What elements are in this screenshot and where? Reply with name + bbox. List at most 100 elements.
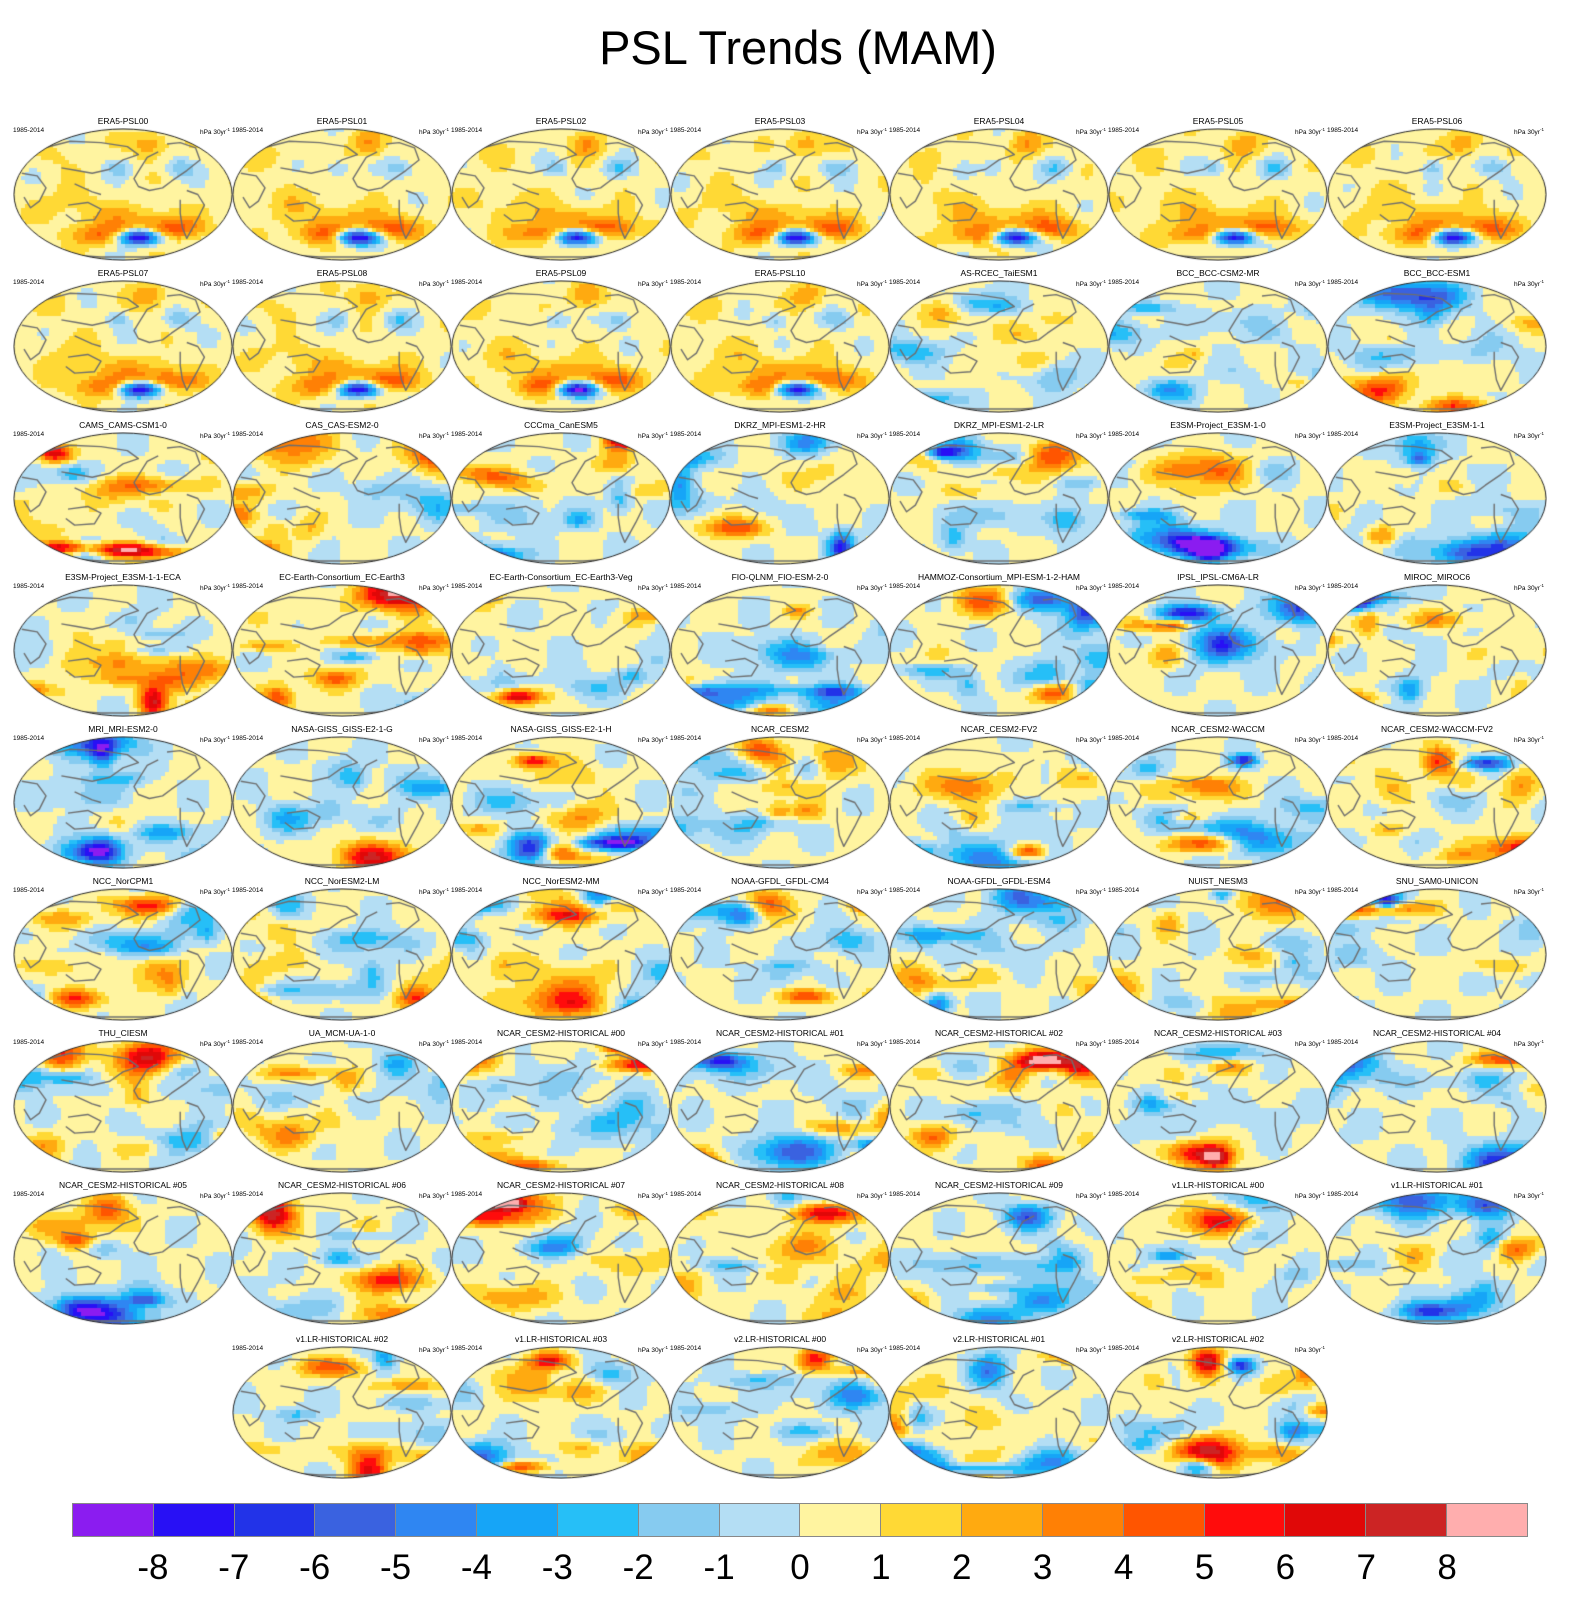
map-panel: v1.LR-HISTORICAL #021985-2014hPa 30yr-1 bbox=[231, 1333, 453, 1481]
map-panel: THU_CIESM1985-2014hPa 30yr-1 bbox=[12, 1027, 234, 1175]
panel-title: v2.LR-HISTORICAL #01 bbox=[952, 1334, 1046, 1344]
map-panel: NUIST_NESM31985-2014hPa 30yr-1 bbox=[1107, 875, 1329, 1023]
panel-title: NCAR_CESM2-HISTORICAL #06 bbox=[277, 1180, 406, 1190]
colorbar-tick-label: -5 bbox=[379, 1548, 412, 1587]
psl-trend-map bbox=[889, 128, 1109, 261]
colorbar-labels: -8 -7 -6 -5 -4 -3 -2 -1 0 1 2 3 4 5 6 7 8 bbox=[0, 1546, 1596, 1596]
panel-title: SNU_SAM0-UNICON bbox=[1395, 876, 1479, 886]
psl-trend-map bbox=[232, 432, 452, 565]
map-panel: ERA5-PSL071985-2014hPa 30yr-1 bbox=[12, 267, 234, 415]
map-panel: NCAR_CESM2-WACCM-FV21985-2014hPa 30yr-1 bbox=[1326, 723, 1548, 871]
colorbar-box bbox=[962, 1504, 1043, 1536]
colorbar bbox=[72, 1503, 1528, 1537]
panel-title: ERA5-PSL04 bbox=[973, 116, 1025, 126]
panel-title: NCC_NorESM2-MM bbox=[522, 876, 600, 886]
panel-title: THU_CIESM bbox=[98, 1028, 148, 1038]
map-panel: NCAR_CESM2-FV21985-2014hPa 30yr-1 bbox=[888, 723, 1110, 871]
map-panel: AS-RCEC_TaiESM11985-2014hPa 30yr-1 bbox=[888, 267, 1110, 415]
map-panel: HAMMOZ-Consortium_MPI-ESM-1-2-HAM1985-20… bbox=[888, 571, 1110, 719]
map-panel: ERA5-PSL041985-2014hPa 30yr-1 bbox=[888, 115, 1110, 263]
psl-trend-map bbox=[451, 1192, 671, 1325]
psl-trend-map bbox=[451, 584, 671, 717]
panel-title: ERA5-PSL00 bbox=[97, 116, 149, 126]
panel-title: v2.LR-HISTORICAL #02 bbox=[1171, 1334, 1265, 1344]
map-panel: UA_MCM-UA-1-01985-2014hPa 30yr-1 bbox=[231, 1027, 453, 1175]
psl-trend-map bbox=[451, 736, 671, 869]
colorbar-tick-label: -6 bbox=[299, 1548, 331, 1587]
psl-trend-map bbox=[13, 280, 233, 413]
map-panel: ERA5-PSL021985-2014hPa 30yr-1 bbox=[450, 115, 672, 263]
panel-title: E3SM-Project_E3SM-1-1 bbox=[1389, 420, 1485, 430]
map-panel: DKRZ_MPI-ESM1-2-LR1985-2014hPa 30yr-1 bbox=[888, 419, 1110, 567]
colorbar-box bbox=[719, 1504, 801, 1536]
map-panel: BCC_BCC-CSM2-MR1985-2014hPa 30yr-1 bbox=[1107, 267, 1329, 415]
panel-title: NCAR_CESM2-HISTORICAL #02 bbox=[934, 1028, 1063, 1038]
psl-trend-map bbox=[670, 584, 890, 717]
panel-title: CCCma_CanESM5 bbox=[524, 420, 598, 430]
panel-title: NCAR_CESM2-HISTORICAL #01 bbox=[715, 1028, 844, 1038]
panel-title: NCC_NorCPM1 bbox=[92, 876, 154, 886]
colorbar-tick-label: -7 bbox=[218, 1548, 250, 1587]
psl-trend-map bbox=[670, 128, 890, 261]
map-panel: NCAR_CESM2-HISTORICAL #091985-2014hPa 30… bbox=[888, 1179, 1110, 1327]
psl-trend-map bbox=[889, 280, 1109, 413]
panel-title: NUIST_NESM3 bbox=[1188, 876, 1248, 886]
psl-trend-map bbox=[13, 1040, 233, 1173]
panel-title: NCAR_CESM2-HISTORICAL #09 bbox=[934, 1180, 1063, 1190]
psl-trend-map bbox=[232, 1346, 452, 1479]
psl-trend-map bbox=[670, 1346, 890, 1479]
panel-title: v1.LR-HISTORICAL #00 bbox=[1171, 1180, 1265, 1190]
colorbar-box bbox=[153, 1504, 235, 1536]
psl-trend-map bbox=[1108, 432, 1328, 565]
psl-trend-map bbox=[1327, 128, 1547, 261]
colorbar-tick-label: 8 bbox=[1437, 1548, 1457, 1587]
map-panel: NCAR_CESM21985-2014hPa 30yr-1 bbox=[669, 723, 891, 871]
psl-trend-map bbox=[451, 888, 671, 1021]
psl-trend-map bbox=[13, 736, 233, 869]
map-panel: NCAR_CESM2-HISTORICAL #051985-2014hPa 30… bbox=[12, 1179, 234, 1327]
panel-title: ERA5-PSL10 bbox=[754, 268, 806, 278]
map-panel: ERA5-PSL011985-2014hPa 30yr-1 bbox=[231, 115, 453, 263]
psl-trend-map bbox=[1327, 1040, 1547, 1173]
colorbar-box bbox=[234, 1504, 316, 1536]
psl-trend-map bbox=[232, 128, 452, 261]
map-panel: ERA5-PSL061985-2014hPa 30yr-1 bbox=[1326, 115, 1548, 263]
map-panel: E3SM-Project_E3SM-1-1-ECA1985-2014hPa 30… bbox=[12, 571, 234, 719]
psl-trend-map bbox=[1108, 736, 1328, 869]
panel-title: BCC_BCC-ESM1 bbox=[1403, 268, 1471, 278]
psl-trend-map bbox=[889, 432, 1109, 565]
psl-trend-map bbox=[1327, 432, 1547, 565]
psl-trend-map bbox=[232, 1040, 452, 1173]
panel-title: NASA-GISS_GISS-E2-1-H bbox=[510, 724, 612, 734]
panel-title: v2.LR-HISTORICAL #00 bbox=[733, 1334, 827, 1344]
map-panel: FIO-QLNM_FIO-ESM-2-01985-2014hPa 30yr-1 bbox=[669, 571, 891, 719]
map-panel: ERA5-PSL081985-2014hPa 30yr-1 bbox=[231, 267, 453, 415]
colorbar-tick-label: 2 bbox=[952, 1548, 972, 1587]
panel-title: BCC_BCC-CSM2-MR bbox=[1176, 268, 1260, 278]
psl-trend-map bbox=[889, 736, 1109, 869]
panel-title: ERA5-PSL01 bbox=[316, 116, 368, 126]
colorbar-box bbox=[1285, 1504, 1367, 1536]
map-panel: NOAA-GFDL_GFDL-ESM41985-2014hPa 30yr-1 bbox=[888, 875, 1110, 1023]
map-panel: v1.LR-HISTORICAL #011985-2014hPa 30yr-1 bbox=[1326, 1179, 1548, 1327]
psl-trend-map bbox=[451, 432, 671, 565]
colorbar-box bbox=[800, 1504, 882, 1536]
colorbar-tick-label: 1 bbox=[871, 1548, 891, 1587]
colorbar-box bbox=[638, 1504, 720, 1536]
colorbar-tick-label: -2 bbox=[622, 1548, 654, 1587]
map-panel: NCAR_CESM2-HISTORICAL #021985-2014hPa 30… bbox=[888, 1027, 1110, 1175]
psl-trend-map bbox=[670, 1040, 890, 1173]
panel-title: E3SM-Project_E3SM-1-0 bbox=[1170, 420, 1266, 430]
map-panel: NCAR_CESM2-HISTORICAL #061985-2014hPa 30… bbox=[231, 1179, 453, 1327]
psl-trend-map bbox=[1327, 1192, 1547, 1325]
panel-title: v1.LR-HISTORICAL #02 bbox=[295, 1334, 389, 1344]
panel-title: NCAR_CESM2 bbox=[750, 724, 810, 734]
panel-title: UA_MCM-UA-1-0 bbox=[308, 1028, 376, 1038]
map-panel: v2.LR-HISTORICAL #021985-2014hPa 30yr-1 bbox=[1107, 1333, 1329, 1481]
panel-title: ERA5-PSL06 bbox=[1411, 116, 1463, 126]
panel-title: NCAR_CESM2-WACCM bbox=[1171, 724, 1265, 734]
map-panel: NOAA-GFDL_GFDL-CM41985-2014hPa 30yr-1 bbox=[669, 875, 891, 1023]
psl-trend-map bbox=[13, 584, 233, 717]
panel-title: MRI_MRI-ESM2-0 bbox=[88, 724, 158, 734]
panel-title: MIROC_MIROC6 bbox=[1403, 572, 1471, 582]
